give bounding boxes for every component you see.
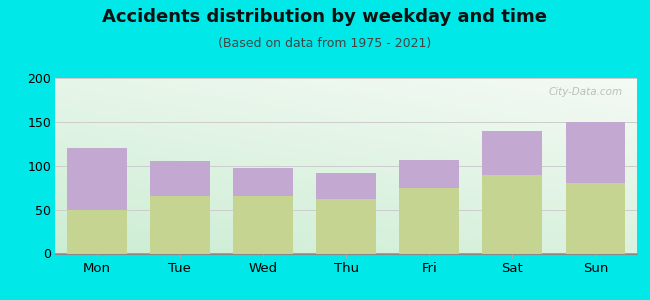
Bar: [150, 161, 210, 196]
Text: Accidents distribution by weekday and time: Accidents distribution by weekday and ti…: [103, 8, 547, 26]
Bar: [482, 175, 542, 254]
Bar: [233, 196, 293, 254]
Bar: [150, 196, 210, 254]
Bar: [233, 167, 293, 196]
Text: City-Data.com: City-Data.com: [549, 87, 623, 97]
Bar: [566, 183, 625, 253]
Bar: [67, 210, 127, 254]
Bar: [399, 160, 459, 188]
Bar: [566, 122, 625, 183]
Bar: [316, 173, 376, 199]
Bar: [482, 130, 542, 175]
Text: (Based on data from 1975 - 2021): (Based on data from 1975 - 2021): [218, 37, 432, 50]
Bar: [399, 188, 459, 254]
Bar: [67, 148, 127, 210]
Bar: [316, 199, 376, 254]
